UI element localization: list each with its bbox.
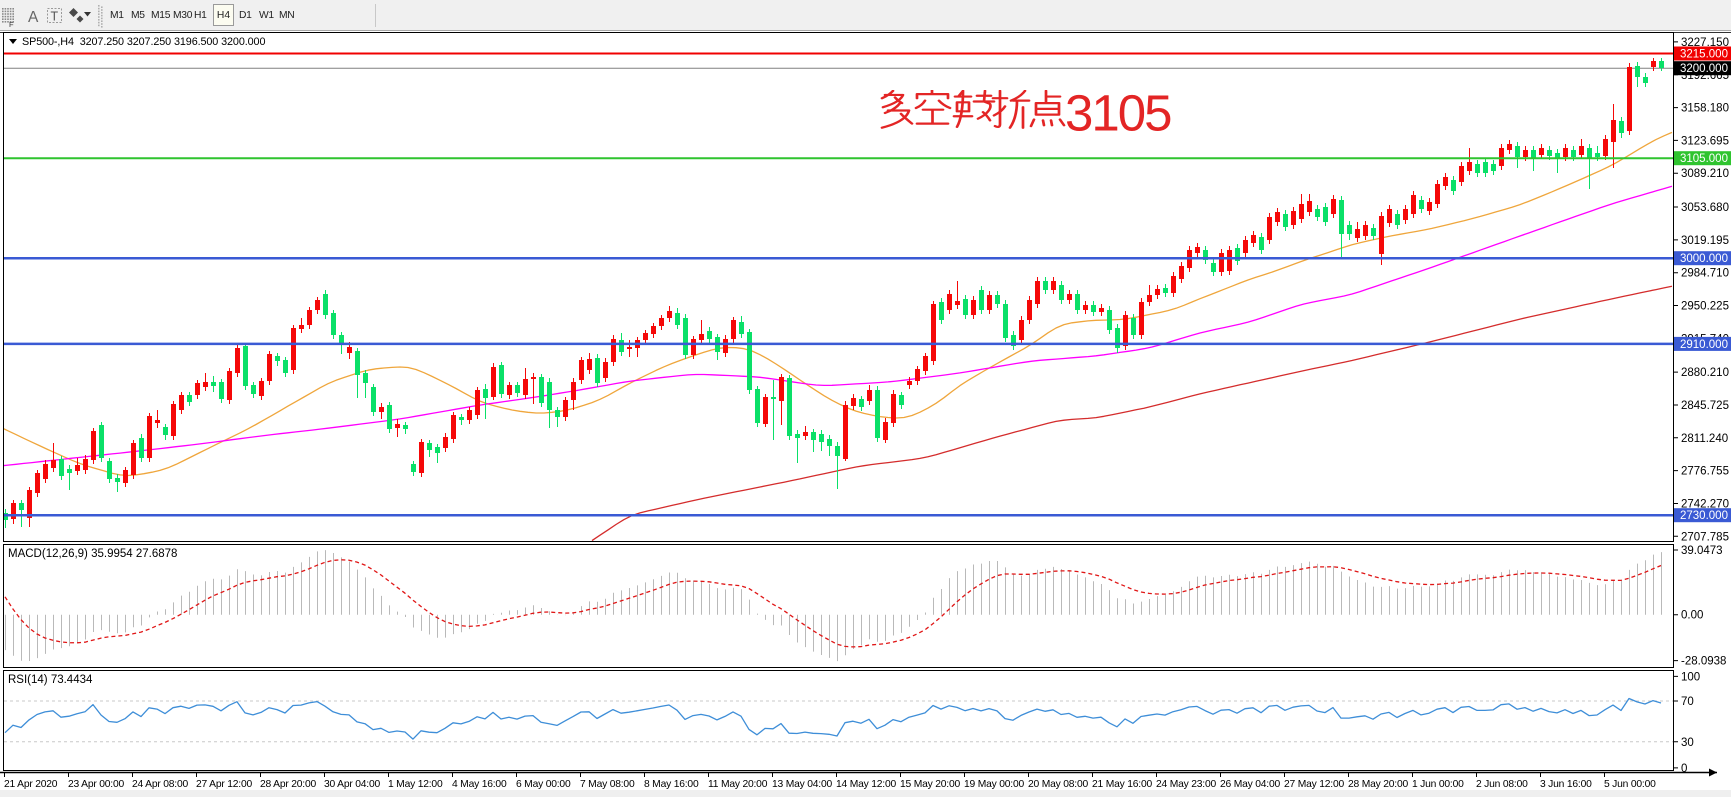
svg-text:28 Apr 20:00: 28 Apr 20:00 (260, 779, 316, 790)
svg-text:27 Apr 12:00: 27 Apr 12:00 (196, 779, 252, 790)
svg-text:3105: 3105 (1065, 90, 1171, 138)
svg-text:30 Apr 04:00: 30 Apr 04:00 (324, 779, 380, 790)
svg-text:23 Apr 00:00: 23 Apr 00:00 (68, 779, 124, 790)
svg-text:3105.000: 3105.000 (1680, 153, 1728, 165)
svg-text:-28.0938: -28.0938 (1681, 656, 1726, 668)
svg-text:SP500-,H4 3207.250 3207.250 3: SP500-,H4 3207.250 3207.250 3196.500 320… (22, 36, 265, 48)
svg-text:3053.680: 3053.680 (1681, 202, 1729, 214)
svg-text:1 Jun 00:00: 1 Jun 00:00 (1412, 779, 1464, 790)
svg-text:4 May 16:00: 4 May 16:00 (452, 779, 507, 790)
svg-text:3000.000: 3000.000 (1680, 253, 1728, 265)
svg-text:2 Jun 08:00: 2 Jun 08:00 (1476, 779, 1528, 790)
svg-text:26 May 04:00: 26 May 04:00 (1220, 779, 1280, 790)
svg-text:2984.710: 2984.710 (1681, 268, 1729, 280)
svg-text:0: 0 (1681, 763, 1687, 775)
svg-text:2742.270: 2742.270 (1681, 498, 1729, 510)
svg-text:2811.240: 2811.240 (1681, 433, 1728, 445)
svg-text:7 May 08:00: 7 May 08:00 (580, 779, 635, 790)
svg-text:14 May 12:00: 14 May 12:00 (836, 779, 896, 790)
svg-text:28 May 20:00: 28 May 20:00 (1348, 779, 1408, 790)
svg-text:5 Jun 00:00: 5 Jun 00:00 (1604, 779, 1656, 790)
svg-text:30: 30 (1681, 737, 1694, 749)
svg-text:T: T (51, 10, 59, 24)
svg-text:24 May 23:00: 24 May 23:00 (1156, 779, 1216, 790)
svg-text:2950.225: 2950.225 (1681, 301, 1729, 313)
svg-text:3 Jun 16:00: 3 Jun 16:00 (1540, 779, 1592, 790)
svg-text:70: 70 (1681, 696, 1694, 708)
svg-text:A: A (28, 9, 39, 26)
svg-text:6 May 00:00: 6 May 00:00 (516, 779, 571, 790)
svg-text:RSI(14) 73.4434: RSI(14) 73.4434 (8, 674, 93, 686)
svg-text:27 May 12:00: 27 May 12:00 (1284, 779, 1344, 790)
svg-text:19 May 00:00: 19 May 00:00 (964, 779, 1024, 790)
svg-text:2910.000: 2910.000 (1680, 339, 1728, 351)
svg-text:0.00: 0.00 (1681, 610, 1703, 622)
svg-text:21 May 16:00: 21 May 16:00 (1092, 779, 1152, 790)
svg-text:15 May 20:00: 15 May 20:00 (900, 779, 960, 790)
svg-text:3215.000: 3215.000 (1680, 49, 1728, 61)
svg-text:24 Apr 08:00: 24 Apr 08:00 (132, 779, 188, 790)
svg-text:1 May 12:00: 1 May 12:00 (388, 779, 443, 790)
svg-text:2845.725: 2845.725 (1681, 400, 1729, 412)
svg-text:2707.785: 2707.785 (1681, 531, 1729, 543)
svg-text:21 Apr 2020: 21 Apr 2020 (4, 779, 58, 790)
svg-text:3200.000: 3200.000 (1680, 63, 1728, 75)
svg-text:3019.195: 3019.195 (1681, 235, 1729, 247)
svg-text:3089.210: 3089.210 (1681, 168, 1729, 180)
svg-text:F: F (9, 20, 14, 29)
svg-text:11 May 20:00: 11 May 20:00 (708, 779, 768, 790)
svg-text:3227.150: 3227.150 (1681, 37, 1729, 49)
svg-text:100: 100 (1681, 671, 1700, 683)
svg-text:2730.000: 2730.000 (1680, 510, 1728, 522)
svg-text:2880.210: 2880.210 (1681, 367, 1729, 379)
svg-text:39.0473: 39.0473 (1681, 545, 1723, 557)
svg-text:MACD(12,26,9) 35.9954 27.6878: MACD(12,26,9) 35.9954 27.6878 (8, 548, 177, 560)
svg-text:3123.695: 3123.695 (1681, 135, 1729, 147)
svg-text:13 May 04:00: 13 May 04:00 (772, 779, 832, 790)
svg-text:3158.180: 3158.180 (1681, 103, 1729, 115)
svg-text:8 May 16:00: 8 May 16:00 (644, 779, 699, 790)
svg-text:20 May 08:00: 20 May 08:00 (1028, 779, 1088, 790)
svg-text:2776.755: 2776.755 (1681, 466, 1729, 478)
